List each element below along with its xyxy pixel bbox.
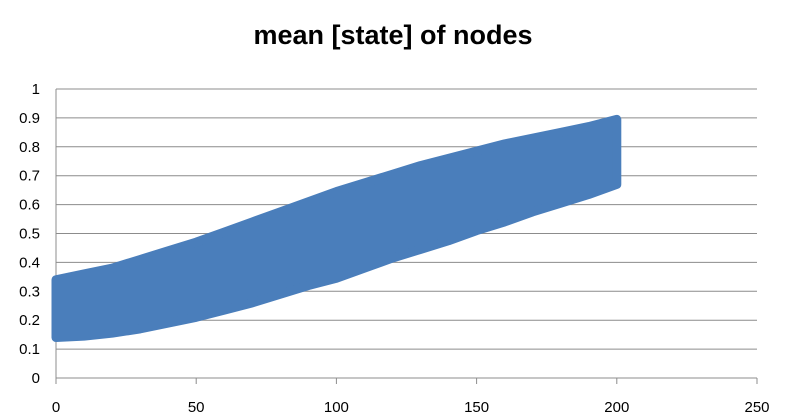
plot-area	[51, 114, 622, 343]
y-tick-label: 0.2	[19, 312, 40, 329]
x-tick-label: 50	[188, 399, 205, 416]
y-tick-label: 0	[32, 370, 40, 387]
x-tick-label: 100	[324, 399, 349, 416]
y-tick-label: 0.8	[19, 139, 40, 156]
y-tick-label: 0.4	[19, 254, 40, 271]
y-tick-label: 0.9	[19, 110, 40, 127]
tick-labels: 0 0.1 0.2 0.3 0.4 0.5 0.6 0.7 0.8 0.9 1 0 50 100 150 20…	[19, 81, 769, 416]
chart-title: mean [state] of nodes	[253, 20, 533, 50]
x-tick-label: 150	[464, 399, 489, 416]
y-tick-label: 0.7	[19, 168, 40, 185]
y-tick-label: 0.5	[19, 226, 40, 243]
x-tick-label: 250	[744, 399, 769, 416]
data-band	[51, 114, 622, 343]
y-tick-label: 0.6	[19, 197, 40, 214]
x-tick-label: 200	[604, 399, 629, 416]
x-tick-label: 0	[52, 399, 60, 416]
y-tick-label: 0.3	[19, 283, 40, 300]
y-tick-label: 1	[32, 81, 40, 98]
y-tick-label: 0.1	[19, 341, 40, 358]
